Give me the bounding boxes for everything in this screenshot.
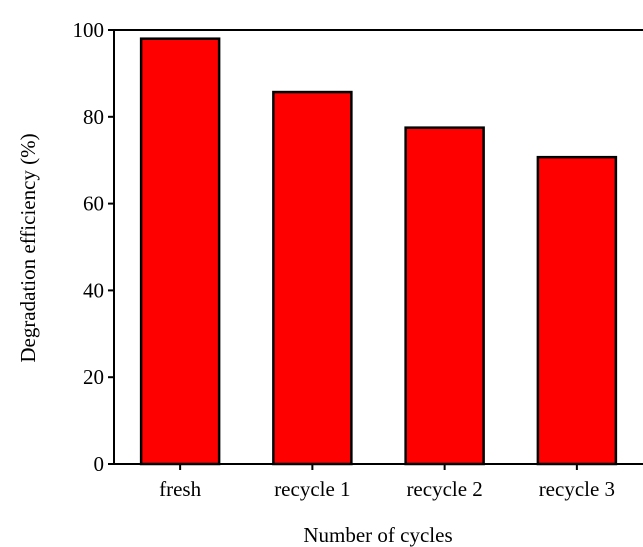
- bar-recycle-3: [536, 155, 618, 466]
- y-tick-label: 40: [83, 278, 104, 302]
- bar-fresh: [139, 37, 221, 466]
- x-tick-label: recycle 2: [406, 477, 482, 501]
- bar-recycle-2: [404, 126, 485, 466]
- plot-frame: [113, 29, 643, 465]
- y-tick-label: 80: [83, 105, 104, 129]
- y-tick-label: 20: [83, 365, 104, 389]
- x-tick-label: fresh: [159, 477, 201, 501]
- x-tick-label: recycle 3: [539, 477, 615, 501]
- x-axis-label: Number of cycles: [303, 523, 452, 547]
- bars: [139, 37, 618, 466]
- bar-recycle-1: [272, 90, 353, 466]
- y-tick-label: 100: [73, 18, 105, 42]
- y-tick-label: 0: [94, 452, 105, 476]
- y-axis-ticks: 0 20 40 60 80 100: [73, 18, 114, 476]
- x-tick-label: recycle 1: [274, 477, 350, 501]
- x-axis-ticks: fresh recycle 1 recycle 2 recycle 3: [159, 464, 615, 501]
- y-tick-label: 60: [83, 192, 104, 216]
- y-axis-label: Degradation efficiency (%): [16, 133, 40, 362]
